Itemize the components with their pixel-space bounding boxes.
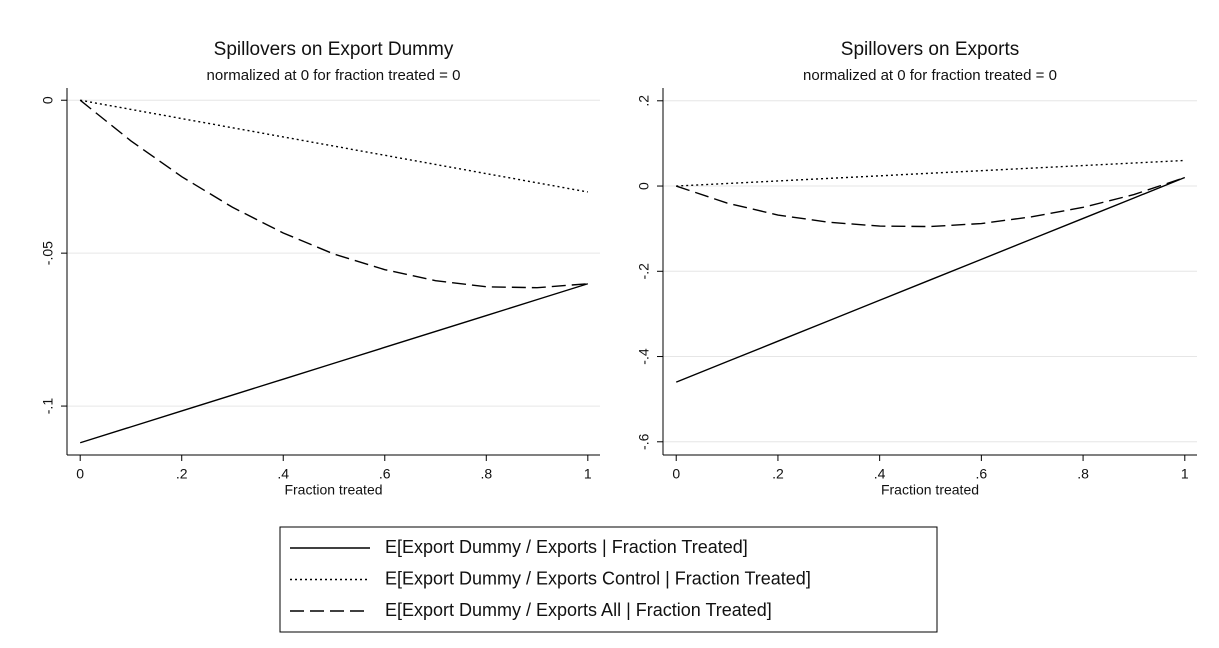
series-line [80, 99, 588, 193]
x-tick-label: .6 [379, 466, 391, 482]
x-tick-label: 0 [672, 466, 680, 482]
x-tick-label: .4 [874, 466, 886, 482]
x-tick-label: 1 [584, 466, 592, 482]
chart-title: Spillovers on Exports [841, 39, 1019, 60]
x-tick-label: .2 [772, 466, 784, 482]
series-line [676, 176, 1186, 228]
x-tick-label: .8 [480, 466, 492, 482]
x-tick-label: .2 [176, 466, 188, 482]
series-line [79, 99, 588, 289]
legend-label: E[Export Dummy / Exports | Fraction Trea… [385, 537, 748, 557]
y-tick-label: -.05 [40, 241, 56, 265]
legend-label: E[Export Dummy / Exports Control | Fract… [385, 568, 811, 588]
x-tick-label: 1 [1181, 466, 1189, 482]
series-line [675, 176, 1186, 383]
x-tick-label: .6 [976, 466, 988, 482]
x-axis-label: Fraction treated [881, 482, 979, 498]
y-tick-label: 0 [40, 96, 56, 104]
chart-title: Spillovers on Export Dummy [214, 39, 454, 60]
chart-subtitle: normalized at 0 for fraction treated = 0 [803, 67, 1057, 84]
y-tick-label: -.2 [636, 263, 652, 280]
y-tick-label: -.6 [636, 433, 652, 450]
x-tick-label: .8 [1077, 466, 1089, 482]
y-tick-label: -.4 [636, 348, 652, 365]
legend-box [279, 526, 938, 633]
legend-label: E[Export Dummy / Exports All | Fraction … [385, 600, 772, 620]
x-axis-label: Fraction treated [284, 482, 382, 498]
y-tick-label: .2 [636, 95, 652, 107]
chart-subtitle: normalized at 0 for fraction treated = 0 [207, 67, 461, 84]
series-line [676, 159, 1185, 187]
x-tick-label: 0 [76, 466, 84, 482]
series-line [79, 283, 589, 444]
y-tick-label: -.1 [40, 398, 56, 415]
x-tick-label: .4 [277, 466, 289, 482]
y-tick-label: 0 [636, 182, 652, 190]
